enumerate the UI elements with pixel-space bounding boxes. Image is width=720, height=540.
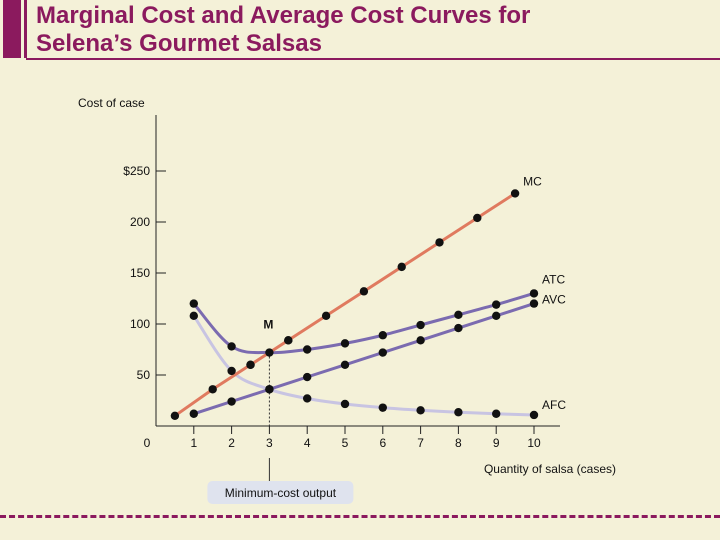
avc-point bbox=[378, 348, 387, 357]
atc-point bbox=[416, 320, 425, 330]
atc-point bbox=[303, 345, 312, 354]
page-title: Marginal Cost and Average Cost Curves fo… bbox=[36, 2, 530, 58]
y-tick-label: 100 bbox=[130, 317, 150, 331]
x-tick-label: 1 bbox=[190, 436, 197, 450]
min-cost-output-box bbox=[207, 481, 354, 504]
afc-point bbox=[303, 394, 312, 403]
extra-point bbox=[284, 336, 293, 345]
x-axis-label: Quantity of salsa (cases) bbox=[484, 462, 616, 476]
y-ticks: 50 100 150 200 $250 bbox=[123, 164, 166, 382]
afc-point bbox=[492, 409, 501, 418]
avc-curve bbox=[192, 302, 536, 416]
atc-point bbox=[340, 339, 350, 348]
min-point-label: M bbox=[263, 318, 273, 332]
avc-point bbox=[492, 311, 501, 321]
page-title-line-2: Selena’s Gourmet Salsas bbox=[36, 30, 322, 57]
mc-point bbox=[473, 213, 482, 223]
atc-point bbox=[454, 310, 463, 320]
series-markers bbox=[170, 189, 539, 420]
afc-point bbox=[416, 406, 425, 415]
afc-point bbox=[189, 311, 198, 321]
avc-point bbox=[340, 360, 350, 369]
avc-point bbox=[529, 299, 539, 308]
avc-series-label: AVC bbox=[542, 293, 566, 307]
x-tick-label: 3 bbox=[266, 436, 273, 450]
avc-point bbox=[454, 323, 463, 333]
afc-point bbox=[265, 385, 274, 394]
avc-point bbox=[189, 409, 198, 418]
page-title-line-1: Marginal Cost and Average Cost Curves fo… bbox=[36, 2, 531, 29]
footer-dashed-rule bbox=[0, 515, 720, 518]
mc-point bbox=[359, 287, 369, 296]
atc-point bbox=[378, 331, 387, 340]
avc-point bbox=[303, 372, 312, 382]
mc-point bbox=[510, 189, 520, 198]
afc-point bbox=[529, 410, 539, 420]
atc-point bbox=[492, 300, 501, 309]
mc-point bbox=[208, 385, 217, 394]
x-tick-label: 9 bbox=[493, 436, 500, 450]
x-tick-label: 4 bbox=[304, 436, 311, 450]
y-tick-label: 200 bbox=[130, 215, 150, 229]
mc-point bbox=[170, 411, 180, 420]
y-tick-label: 50 bbox=[137, 368, 151, 382]
avc-point bbox=[227, 397, 236, 406]
x-tick-label: 10 bbox=[527, 436, 541, 450]
atc-curve bbox=[192, 291, 536, 355]
mc-curve bbox=[173, 191, 517, 418]
series-labels: MC ATC AVC AFC bbox=[523, 174, 566, 412]
x-ticks: 0 1 2 3 4 5 6 7 8 9 10 bbox=[144, 426, 541, 450]
atc-point bbox=[189, 299, 198, 308]
title-rule bbox=[26, 58, 720, 60]
afc-point bbox=[340, 399, 350, 409]
min-cost-output-callout: Minimum-cost output bbox=[207, 481, 354, 504]
y-axis-label: Cost of case bbox=[78, 96, 145, 110]
mc-point bbox=[435, 238, 444, 247]
y-tick-label: $250 bbox=[123, 164, 150, 178]
min-cost-output-label: Minimum-cost output bbox=[225, 486, 337, 500]
extra-point bbox=[246, 360, 255, 369]
afc-point bbox=[378, 403, 387, 412]
series-lines bbox=[173, 191, 536, 418]
afc-series-label: AFC bbox=[542, 398, 566, 412]
mc-point bbox=[321, 311, 331, 321]
x-tick-label: 7 bbox=[417, 436, 424, 450]
title-accent-bar bbox=[3, 0, 24, 58]
atc-point bbox=[227, 342, 236, 351]
x-tick-label: 8 bbox=[455, 436, 462, 450]
afc-point bbox=[227, 366, 236, 376]
x-tick-label: 6 bbox=[379, 436, 386, 450]
x-tick-label: 0 bbox=[144, 436, 151, 450]
afc-point bbox=[454, 408, 463, 417]
mc-series-label: MC bbox=[523, 174, 542, 188]
atc-point bbox=[529, 289, 539, 298]
atc-series-label: ATC bbox=[542, 272, 565, 286]
atc-point bbox=[265, 348, 274, 357]
mc-point bbox=[397, 262, 406, 272]
y-tick-label: 150 bbox=[130, 266, 150, 280]
avc-point bbox=[416, 336, 425, 345]
x-tick-label: 5 bbox=[342, 436, 349, 450]
x-tick-label: 2 bbox=[228, 436, 235, 450]
afc-curve bbox=[192, 314, 536, 417]
